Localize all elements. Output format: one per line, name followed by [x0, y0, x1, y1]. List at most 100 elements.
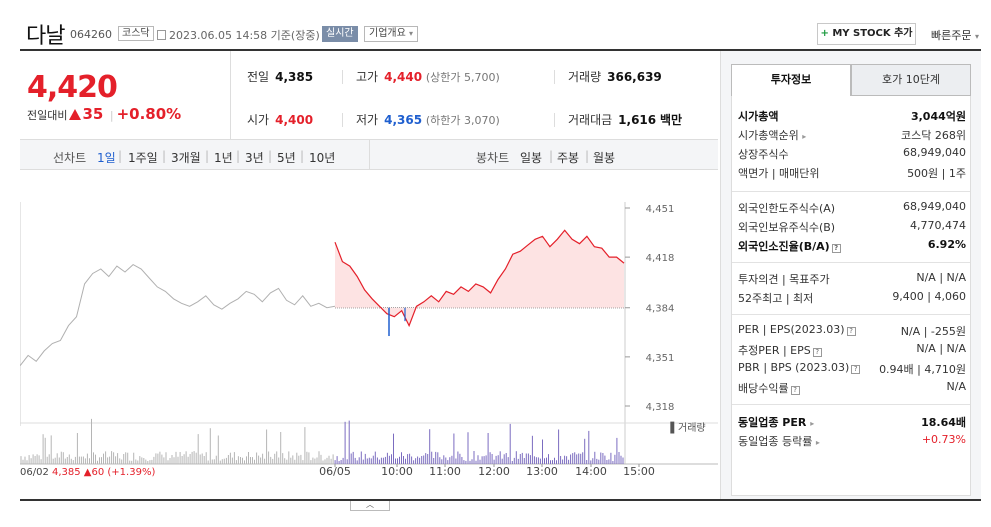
quote-datetime: 2023.06.05 14:58 기준(장중)	[157, 27, 320, 43]
opinion-value: N/A | N/A	[916, 271, 966, 284]
chevron-right-icon: ▸	[802, 132, 807, 141]
y-tick-label: 4,351	[646, 353, 675, 364]
change-percent: +0.80%	[116, 105, 182, 123]
y-tick-label: 4,418	[646, 253, 675, 264]
y-tick-label: 4,384	[646, 304, 675, 315]
sector-per-label: 동일업종 PER ▸	[738, 414, 814, 430]
amount-value: 1,616	[618, 113, 657, 127]
period-5y[interactable]: 5년	[277, 151, 296, 165]
company-info-button[interactable]: 기업개요 ▾	[364, 26, 419, 42]
help-icon[interactable]: ?	[812, 348, 822, 357]
x-tick-label: 06/05	[319, 465, 351, 478]
prev-close: 전일 4,385	[247, 68, 313, 85]
period-10y[interactable]: 10년	[309, 151, 336, 165]
today-area-fill	[335, 230, 624, 326]
volume-label: 거래량	[568, 70, 602, 84]
pbr-text: PBR | BPS (2023.03)	[738, 361, 850, 374]
face-value: 500원 | 1주	[907, 167, 966, 180]
foreign-ratio-row: 외국인소진율(B/A)? 6.92%	[738, 238, 966, 254]
period-3m[interactable]: 3개월	[171, 151, 201, 165]
per-value: N/A | -255원	[900, 325, 966, 338]
sector-per-row[interactable]: 동일업종 PER ▸ 18.64배	[738, 414, 966, 430]
mystock-label: MY STOCK 추가	[832, 28, 913, 39]
help-icon[interactable]: ?	[790, 386, 800, 395]
shares-value: 68,949,040	[903, 146, 966, 159]
face-label: 액면가 | 매매단위	[738, 167, 820, 180]
prev-close-value: 4,385	[275, 70, 314, 84]
est-per-label: 추정PER | EPS?	[738, 342, 822, 358]
dividend-label: 배당수익률?	[738, 380, 800, 396]
dividend-value: N/A	[946, 380, 966, 393]
period-1w[interactable]: 1주일	[128, 151, 158, 165]
price-summary: 4,420 전일대비 35 | +0.80%	[20, 51, 231, 139]
prev-day-price: 4,385 ▲60 (+1.39%)	[52, 467, 155, 478]
candle-weekly[interactable]: 주봉	[557, 151, 580, 165]
help-icon[interactable]: ?	[851, 365, 861, 374]
low-value: 4,365	[384, 113, 423, 127]
volume-axis-label: ▌거래량	[669, 421, 705, 434]
pbr-row: PBR | BPS (2023.03)? 0.94배 | 4,710원	[738, 361, 966, 377]
market-cap-label: 시가총액	[738, 110, 779, 123]
dividend-row: 배당수익률? N/A	[738, 380, 966, 396]
collapse-button[interactable]: ︿	[350, 501, 390, 511]
line-chart-label: 선차트	[53, 151, 87, 165]
info-panel: 투자정보 호가 10단계 시가총액 3,044억원 시가총액순위 ▸ 코스닥 268…	[720, 51, 981, 499]
quote-table: 전일 4,385 고가 4,440 (상한가 5,700) 거래량 366,639 시…	[232, 51, 718, 139]
up-arrow-icon	[69, 109, 82, 120]
tab-orderbook[interactable]: 호가 10단계	[851, 64, 971, 96]
foreign-limit-value: 68,949,040	[903, 200, 966, 213]
amount-unit: 백만	[659, 113, 683, 127]
help-icon[interactable]: ?	[831, 244, 841, 253]
open-label: 시가	[247, 113, 270, 127]
open-value: 4,400	[275, 113, 314, 127]
cap-rank-label: 시가총액순위 ▸	[738, 127, 806, 143]
current-price: 4,420	[27, 70, 118, 105]
invest-info-table: 시가총액 3,044억원 시가총액순위 ▸ 코스닥 268위 상장주식수 68,949…	[731, 96, 971, 496]
chart-period-bar: 선차트 1일 | 1주일 | 3개월 | 1년 | 3년 | 5년 | 10년 …	[20, 139, 718, 170]
chevron-right-icon: ▸	[810, 419, 815, 428]
x-tick-label: 11:00	[429, 465, 461, 478]
est-per-value: N/A | N/A	[916, 342, 966, 355]
foreign-ratio-label: 외국인소진율(B/A)?	[738, 238, 841, 254]
foreign-limit-label: 외국인한도주식수(A)	[738, 202, 836, 215]
low-label: 저가	[356, 113, 379, 127]
quick-order-button[interactable]: 빠른주문 ▾	[931, 27, 979, 43]
low-price: 저가 4,365 (하한가 3,070)	[356, 111, 500, 128]
help-icon[interactable]: ?	[846, 327, 856, 336]
cap-rank-row[interactable]: 시가총액순위 ▸ 코스닥 268위	[738, 127, 966, 143]
candle-daily[interactable]: 일봉	[520, 151, 543, 165]
sector-rate-row[interactable]: 동일업종 등락률 ▸ +0.73%	[738, 433, 966, 449]
shares-row: 상장주식수 68,949,040	[738, 146, 966, 162]
quick-order-label: 빠른주문	[931, 29, 972, 42]
stock-code: 064260	[70, 28, 112, 41]
dividend-text: 배당수익률	[738, 382, 789, 395]
amount-label: 거래대금	[568, 113, 613, 127]
price-change: 전일대비 35 | +0.80%	[27, 105, 182, 123]
market-badge: 코스닥	[118, 26, 154, 41]
quote-datetime-text: 2023.06.05 14:58 기준(장중)	[169, 29, 320, 42]
period-1d[interactable]: 1일	[97, 151, 116, 165]
tab-invest-info[interactable]: 투자정보	[731, 64, 851, 96]
stock-name: 다날	[26, 24, 65, 49]
mystock-add-button[interactable]: + MY STOCK 추가	[817, 23, 916, 45]
x-tick-label: 15:00	[623, 465, 655, 478]
opinion-row: 투자의견 | 목표주가 N/A | N/A	[738, 271, 966, 287]
cap-rank-text: 시가총액순위	[738, 129, 799, 142]
prev-close-label: 전일	[247, 70, 270, 84]
intraday-chart[interactable]: 4,451 4,418 4,384 4,351 4,318 ▌거래량 06/05 10:00 1…	[20, 192, 718, 482]
realtime-button[interactable]: 실시간	[322, 26, 358, 42]
pbr-value: 0.94배 | 4,710원	[879, 363, 966, 376]
open-price: 시가 4,400	[247, 111, 313, 128]
per-row: PER | EPS(2023.03)? N/A | -255원	[738, 323, 966, 339]
per-text: PER | EPS(2023.03)	[738, 323, 845, 336]
period-1y[interactable]: 1년	[214, 151, 233, 165]
info-tabs: 투자정보 호가 10단계	[731, 64, 971, 96]
trade-amount: 거래대금 1,616 백만	[568, 111, 682, 128]
prev-day-label: 전일대비	[27, 109, 68, 122]
x-tick-label: 14:00	[575, 465, 607, 478]
candle-monthly[interactable]: 월봉	[593, 151, 616, 165]
week52-label: 52주최고 | 최저	[738, 292, 814, 305]
period-3y[interactable]: 3년	[245, 151, 264, 165]
y-tick-label: 4,318	[646, 402, 675, 413]
pbr-label: PBR | BPS (2023.03)?	[738, 361, 861, 374]
